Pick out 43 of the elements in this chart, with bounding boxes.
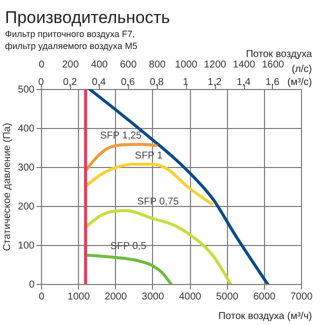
line-series [84,254,172,284]
text: 1,4 [236,77,251,88]
line-series [84,142,158,172]
y-tick-label: 0 [28,280,35,290]
y-tick-label: 200 [18,202,35,212]
x2-axis-title: Поток воздуха [246,49,312,60]
x-tick-label: 2000 [104,292,128,302]
text: 1 [182,77,189,88]
x2-tick-label: 200 [62,60,80,70]
x-tick-label: 1000 [68,292,90,302]
line-series [84,162,214,206]
text: 0,8 [150,77,164,88]
x-tick-label: 7000 [290,292,314,302]
y-axis-title: Статическое давление (Па) [2,122,13,252]
text: (м³/с) [287,77,312,88]
x-tick-label: 3000 [142,292,164,302]
text: 0,6 [120,77,136,88]
chart-title: Производительность [5,8,170,27]
x-tick-label: 0 [38,292,45,302]
text: (л/с) [292,64,312,75]
x2-tick-label: 0 [38,60,45,70]
chart-subtitle: Фильтр приточного воздуха F7, фильтр удаляемого воздуха M5 [5,29,138,51]
text: 0,4 [92,77,106,88]
y-tick-label: 500 [18,84,35,96]
y-tick-label: 300 [18,162,35,174]
x2-tick-label: 1600 [262,60,285,70]
line-series [84,209,232,284]
x-tick-label: 4000 [178,292,202,302]
text: 1,2 [208,77,222,88]
x2-tick-label: 600 [120,60,138,70]
x-axis-title: Поток воздуха (м³/ч) [218,311,312,322]
x-tick-label: 5000 [216,292,239,302]
y-tick-label: 400 [18,124,35,134]
x2-tick-label: 1000 [175,60,198,70]
text: 0 [38,77,44,88]
x2-tick-label: 800 [148,60,166,70]
text: 1,6 [266,77,280,88]
x2-tick-label: 400 [91,60,108,70]
x2-tick-label: 1400 [232,60,256,70]
x-tick-label: 6000 [253,292,276,302]
text: 0,2 [62,77,78,88]
y-tick-label: 100 [18,240,35,252]
x2-tick-label: 1200 [204,60,227,70]
